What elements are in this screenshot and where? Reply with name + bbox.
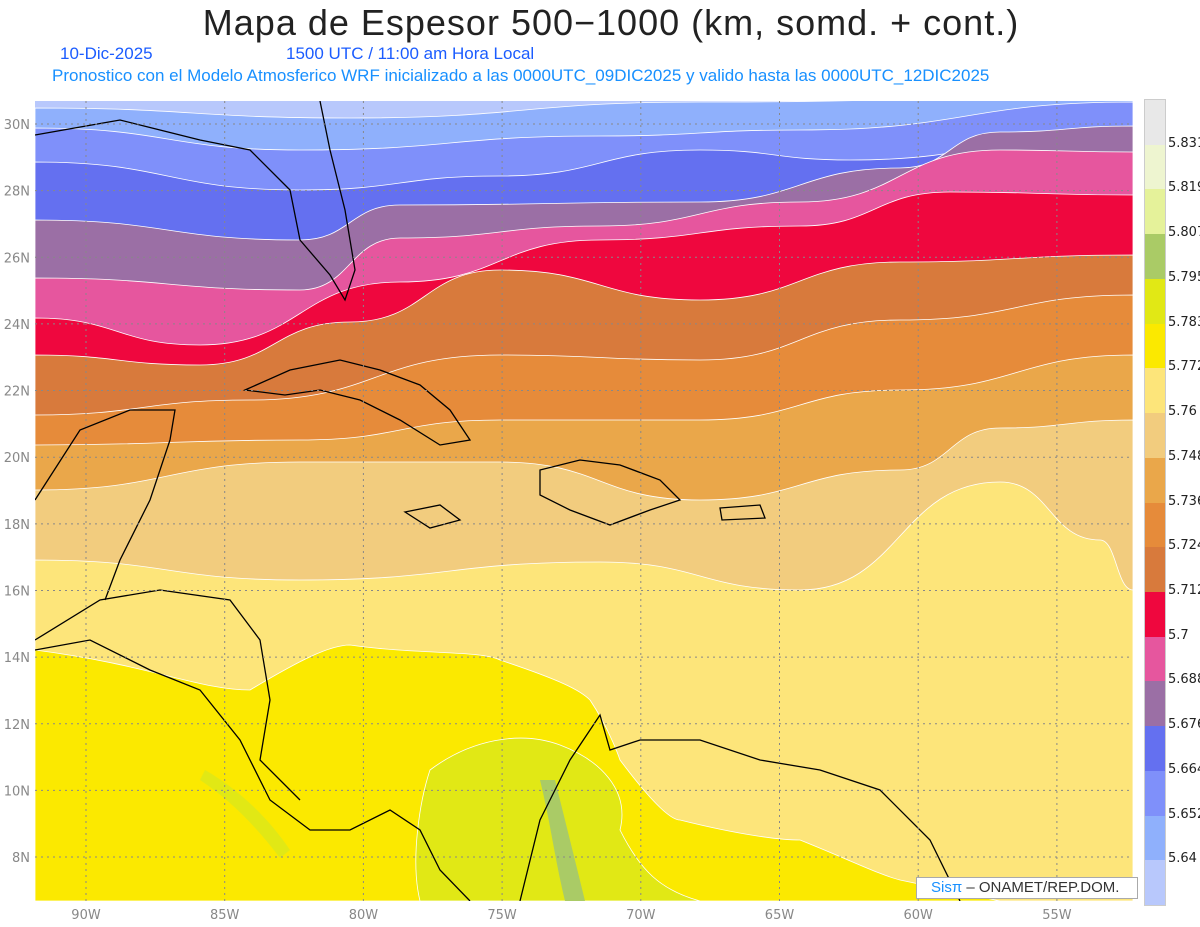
forecast-time: 1500 UTC / 11:00 am Hora Local xyxy=(286,44,535,63)
colorbar-label: 5.712 xyxy=(1168,582,1200,598)
colorbar-swatch xyxy=(1145,815,1165,861)
band-5.795 xyxy=(540,780,585,901)
colorbar-swatch xyxy=(1145,502,1165,548)
puertorico-coast xyxy=(719,504,766,521)
lat-tick-label: 24N xyxy=(4,318,30,333)
lon-tick-label: 75W xyxy=(487,908,517,923)
colorbar-swatch xyxy=(1145,278,1165,325)
lon-tick-label: 85W xyxy=(210,908,240,923)
lat-tick-label: 28N xyxy=(4,185,30,200)
colorbar xyxy=(1144,99,1166,906)
model-run-subtitle: Pronostico con el Modelo Atmosferico WRF… xyxy=(52,66,990,85)
colorbar-swatch xyxy=(1145,591,1165,638)
jamaica-coast xyxy=(403,504,462,529)
credit-box: Sisπ – ONAMET/REP.DOM. xyxy=(916,877,1138,899)
colorbar-label: 5.676 xyxy=(1168,717,1200,733)
colorbar-label: 5.76 xyxy=(1168,404,1197,420)
colorbar-swatch xyxy=(1145,100,1165,146)
colorbar-swatch xyxy=(1145,368,1165,414)
colorbar-swatch xyxy=(1145,234,1165,280)
colorbar-label: 5.807 xyxy=(1168,225,1200,241)
colorbar-swatch xyxy=(1145,770,1165,817)
lon-tick-label: 55W xyxy=(1042,908,1072,923)
lat-tick-label: 12N xyxy=(4,718,30,733)
colorbar-swatch xyxy=(1145,681,1165,727)
lon-tick-label: 80W xyxy=(349,908,379,923)
lon-tick-label: 90W xyxy=(71,908,101,923)
band-5.783-ca xyxy=(200,770,290,858)
colorbar-label: 5.831 xyxy=(1168,135,1200,151)
colorbar-swatch xyxy=(1145,636,1165,682)
colorbar-label: 5.819 xyxy=(1168,180,1200,196)
lat-tick-label: 22N xyxy=(4,385,30,400)
colorbar-swatch xyxy=(1145,144,1165,190)
south-america-coast xyxy=(519,713,961,901)
lat-tick-label: 20N xyxy=(4,451,30,466)
colorbar-label: 5.724 xyxy=(1168,538,1200,554)
credit-org: – ONAMET/REP.DOM. xyxy=(966,879,1120,896)
colorbar-swatch xyxy=(1145,189,1165,235)
colorbar-label: 5.736 xyxy=(1168,493,1200,509)
colorbar-swatch xyxy=(1145,457,1165,503)
colorbar-label: 5.64 xyxy=(1168,851,1197,867)
colorbar-label: 5.664 xyxy=(1168,761,1200,777)
colorbar-label: 5.772 xyxy=(1168,359,1200,375)
colorbar-label: 5.688 xyxy=(1168,672,1200,688)
colorbar-label: 5.652 xyxy=(1168,806,1200,822)
forecast-date: 10-Dic-2025 xyxy=(60,44,153,63)
map-title: Mapa de Espesor 500−1000 (km, somd. + co… xyxy=(202,2,1020,43)
lat-tick-label: 18N xyxy=(4,518,30,533)
thickness-map: 90W 85W 80W 75W 70W 65W 60W 55W 30N 28N 26N 24N 22N 2… xyxy=(4,101,1133,923)
lon-tick-label: 60W xyxy=(903,908,933,923)
cuba-coast xyxy=(242,359,472,446)
lon-tick-label: 70W xyxy=(626,908,656,923)
colorbar-swatch xyxy=(1145,413,1165,459)
colorbar-label: 5.783 xyxy=(1168,314,1200,330)
lat-tick-label: 10N xyxy=(4,784,30,799)
caribbean-coast-pacific xyxy=(35,589,301,801)
colorbar-label: 5.7 xyxy=(1168,627,1189,643)
lat-tick-label: 30N xyxy=(4,118,30,133)
lat-tick-label: 16N xyxy=(4,584,30,599)
lon-tick-label: 65W xyxy=(765,908,795,923)
central-america-coast xyxy=(35,639,471,901)
lat-tick-label: 26N xyxy=(4,251,30,266)
florida-coast xyxy=(35,101,356,302)
colorbar-swatch xyxy=(1145,726,1165,772)
lat-tick-label: 14N xyxy=(4,651,30,666)
yucatan-coast xyxy=(35,409,176,601)
colorbar-swatch xyxy=(1145,323,1165,369)
hispaniola-coast xyxy=(539,459,682,526)
colorbar-swatch xyxy=(1145,860,1165,906)
colorbar-swatch xyxy=(1145,547,1165,593)
colorbar-label: 5.748 xyxy=(1168,448,1200,464)
credit-brand: Sisπ xyxy=(931,879,963,896)
colorbar-label: 5.795 xyxy=(1168,269,1200,285)
lat-tick-label: 8N xyxy=(12,851,30,866)
